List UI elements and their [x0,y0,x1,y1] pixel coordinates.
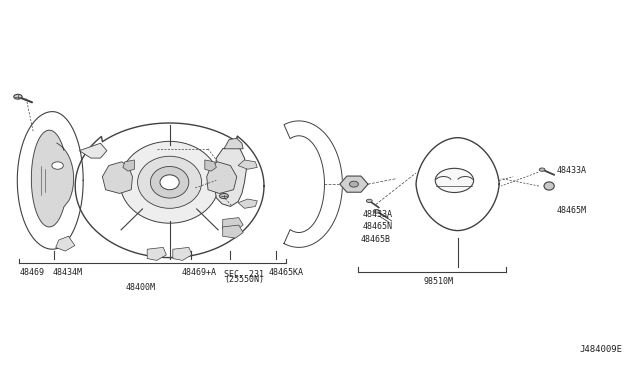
Polygon shape [56,236,75,251]
Polygon shape [238,199,257,208]
Ellipse shape [435,168,474,193]
Polygon shape [223,225,243,238]
Text: 48469+A: 48469+A [181,268,216,277]
Text: 48465M: 48465M [557,206,587,215]
Polygon shape [340,176,368,192]
Polygon shape [207,162,237,193]
Text: 48433A: 48433A [363,210,393,219]
Ellipse shape [138,156,202,208]
Polygon shape [31,130,74,227]
Polygon shape [238,160,257,169]
Polygon shape [223,218,243,231]
Polygon shape [17,112,83,249]
Ellipse shape [220,193,228,199]
Text: 48400M: 48400M [126,283,156,292]
Polygon shape [147,247,166,260]
Polygon shape [79,143,107,158]
Text: 48469: 48469 [19,268,44,277]
Ellipse shape [150,167,189,198]
Text: 48433A: 48433A [557,166,587,174]
Polygon shape [224,138,243,149]
Ellipse shape [120,141,219,223]
Text: 48465B: 48465B [360,235,390,244]
Text: 48465N: 48465N [363,222,393,231]
Text: 48465KA: 48465KA [269,268,304,277]
Polygon shape [205,160,216,171]
Polygon shape [102,162,132,193]
Ellipse shape [366,199,372,202]
Polygon shape [173,247,192,260]
Polygon shape [123,160,134,171]
Ellipse shape [349,181,358,187]
Polygon shape [284,121,342,247]
Ellipse shape [544,182,554,190]
Text: 98510M: 98510M [424,277,453,286]
Text: SEC. 231: SEC. 231 [224,270,264,279]
Text: 48434M: 48434M [52,268,83,277]
Polygon shape [416,138,499,231]
Ellipse shape [160,175,179,190]
Polygon shape [76,123,264,257]
Polygon shape [214,145,246,206]
Text: J484009E: J484009E [579,345,622,354]
Ellipse shape [52,162,63,169]
Ellipse shape [373,209,380,213]
Text: (25550N): (25550N) [224,275,264,284]
Ellipse shape [14,94,22,99]
Ellipse shape [539,168,545,171]
